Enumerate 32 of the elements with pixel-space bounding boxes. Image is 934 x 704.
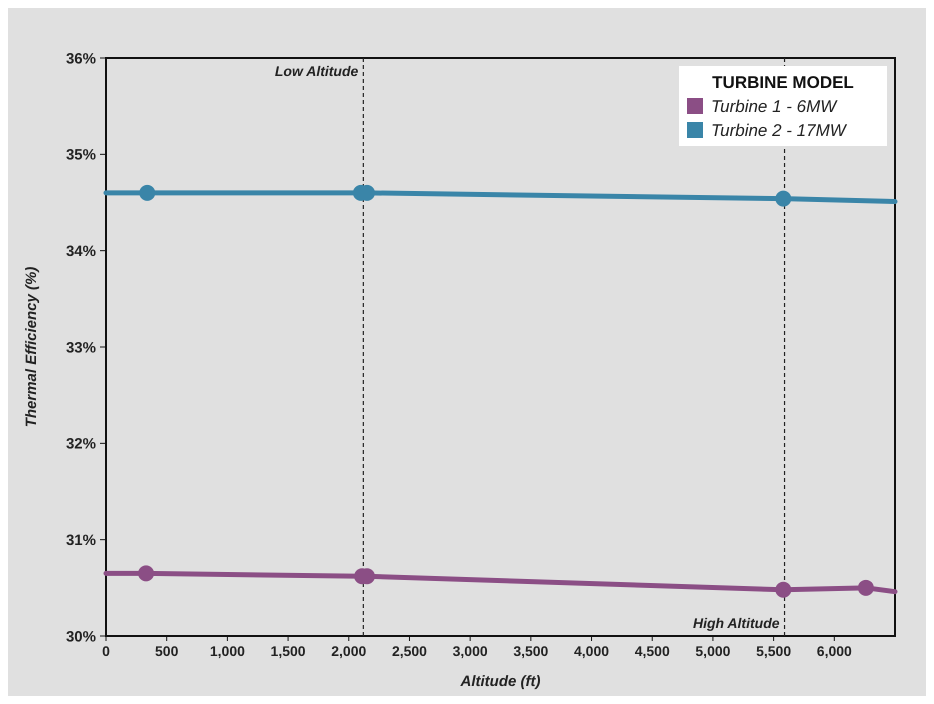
legend-label: Turbine 1 - 6MW xyxy=(711,97,838,116)
point xyxy=(775,582,792,598)
point xyxy=(139,184,156,201)
point xyxy=(775,190,792,207)
x-tick-label: 5,000 xyxy=(695,643,731,659)
x-tick-label: 1,500 xyxy=(270,643,306,659)
x-tick-label: 3,500 xyxy=(513,643,549,659)
y-tick-label: 30% xyxy=(66,628,96,646)
y-tick-label: 35% xyxy=(66,146,96,164)
ref-line-label: Low Altitude xyxy=(274,63,359,79)
x-axis-title: Altitude (ft) xyxy=(460,673,540,690)
x-tick-label: 2,000 xyxy=(331,643,366,659)
x-tick-label: 3,000 xyxy=(452,643,488,659)
legend-title: TURBINE MODEL xyxy=(712,73,854,92)
x-tick-label: 0 xyxy=(102,643,110,659)
ref-line-label: High Altitude xyxy=(692,615,780,631)
x-tick-label: 6,000 xyxy=(816,643,852,659)
x-tick-label: 2,500 xyxy=(392,643,428,659)
x-tick-label: 500 xyxy=(155,643,179,659)
x-tick-label: 4,000 xyxy=(574,643,610,659)
legend-label: Turbine 2 - 17MW xyxy=(711,121,848,140)
x-tick-label: 1,000 xyxy=(210,643,246,659)
x-tick-label: 5,500 xyxy=(756,643,792,659)
y-tick-label: 34% xyxy=(66,242,96,260)
y-tick-label: 32% xyxy=(66,436,96,453)
y-axis-title: Thermal Efficiency (%) xyxy=(23,266,40,428)
y-tick-label: 33% xyxy=(66,339,96,356)
y-tick-label: 31% xyxy=(66,532,96,549)
x-tick-label: 4,500 xyxy=(634,643,670,659)
point xyxy=(138,565,154,582)
point xyxy=(858,580,874,596)
y-tick-label: 36% xyxy=(66,50,96,68)
